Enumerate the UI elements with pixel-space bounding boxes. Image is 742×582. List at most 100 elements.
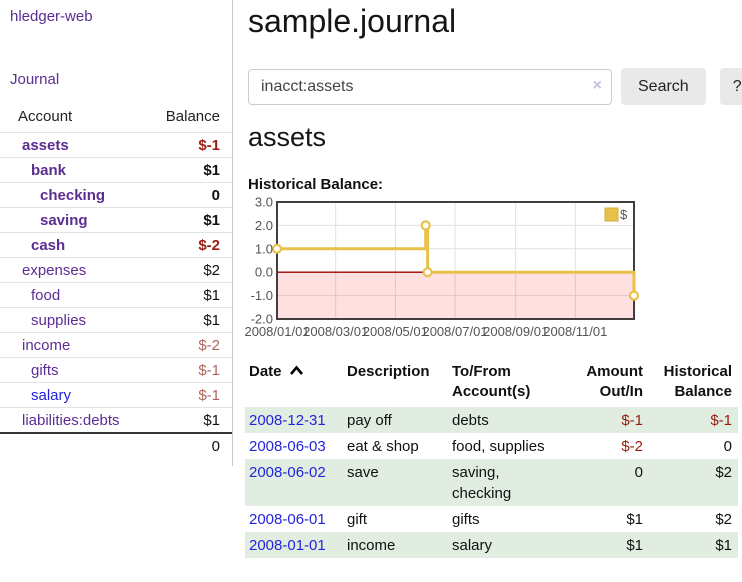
x-axis-tick-label: 2008/03/01 — [303, 324, 368, 339]
transaction-date-link[interactable]: 2008-06-01 — [249, 511, 326, 528]
register-header-to-from-account-s-[interactable]: To/From Account(s) — [452, 363, 531, 400]
account-row: income $-2 — [0, 332, 232, 357]
account-row: saving $1 — [0, 207, 232, 232]
accounts-header-balance: Balance — [165, 108, 220, 125]
transaction-description-cell: pay off — [343, 407, 448, 433]
transaction-amount-cell: $-2 — [621, 438, 643, 455]
transaction-amount-cell: $-1 — [561, 407, 643, 433]
y-axis-tick-label: -1.0 — [251, 288, 273, 303]
sidebar: hledger-web Journal Account Balance asse… — [0, 0, 233, 466]
transaction-balance-cell: $1 — [643, 532, 738, 558]
accounts-total-row: 0 — [0, 432, 232, 458]
accounts-table-header: Account Balance — [0, 101, 232, 132]
transaction-date-link[interactable]: 2008-06-03 — [249, 438, 326, 455]
transaction-row: 2008-06-02 save saving, checking 0 $2 — [245, 459, 738, 506]
account-row: gifts $-1 — [0, 357, 232, 382]
clear-search-icon[interactable]: × — [592, 76, 602, 94]
account-link-bank[interactable]: bank — [31, 161, 67, 179]
historical-balance-chart: $3.0 2.0 1.0 0.0 -1.0 -2.0 2008/01/01 2008/03/0… — [244, 195, 742, 350]
account-balance: $-1 — [198, 136, 220, 154]
y-axis-tick-label: -2.0 — [251, 312, 273, 327]
register-header-historical-balance[interactable]: Historical Balance — [663, 363, 732, 400]
search-input-wrap: × — [248, 68, 612, 105]
account-balance: $-1 — [198, 361, 220, 379]
x-axis-tick-label: 2008/07/01 — [422, 324, 487, 339]
account-link-expenses[interactable]: expenses — [22, 261, 87, 279]
app-title-link[interactable]: hledger-web — [10, 8, 93, 25]
register-header-description[interactable]: Description — [347, 363, 430, 380]
accounts-table: Account Balance assets $-1 bank $1 checking 0… — [0, 101, 232, 458]
account-row: bank $1 — [0, 157, 232, 182]
account-row: liabilities:debts $1 — [0, 407, 232, 432]
sort-ascending-icon — [289, 365, 303, 375]
transaction-date-cell: 2008-12-31 — [245, 407, 343, 433]
account-link-gifts[interactable]: gifts — [31, 361, 59, 379]
transaction-date-link[interactable]: 2008-01-01 — [249, 537, 326, 554]
transaction-row: 2008-06-01 gift gifts $1 $2 — [245, 506, 738, 532]
transaction-date-link[interactable]: 2008-06-02 — [249, 464, 326, 481]
account-row: food $1 — [0, 282, 232, 307]
register-header-amount-out-in[interactable]: Amount Out/In — [586, 363, 643, 400]
y-axis-tick-label: 1.0 — [255, 241, 273, 256]
x-axis-tick-label: 2008/09/01 — [483, 324, 548, 339]
transaction-amount-cell: 0 — [561, 459, 643, 506]
transaction-accounts-cell: saving, checking — [448, 459, 561, 506]
search-input[interactable] — [248, 68, 612, 105]
register-header-date[interactable]: Date — [245, 361, 343, 407]
accounts-header-account: Account — [18, 108, 73, 125]
y-axis-tick-label: 3.0 — [255, 195, 273, 210]
page-title: sample.journal — [248, 3, 457, 39]
account-balance: $1 — [203, 161, 220, 179]
account-row: salary $-1 — [0, 382, 232, 407]
account-link-income[interactable]: income — [22, 336, 71, 354]
transaction-description-cell: income — [343, 532, 448, 558]
account-balance: $-1 — [198, 386, 220, 404]
account-link-cash[interactable]: cash — [31, 236, 66, 254]
account-link-salary[interactable]: salary — [31, 386, 72, 404]
transaction-date-cell: 2008-01-01 — [245, 532, 343, 558]
account-balance: $1 — [203, 211, 220, 229]
legend-label: $ — [620, 207, 628, 222]
transaction-accounts-cell: food, supplies — [452, 438, 545, 455]
account-balance: $2 — [203, 261, 220, 279]
transaction-balance-cell: $2 — [643, 459, 738, 506]
account-row: cash $-2 — [0, 232, 232, 257]
transaction-date-cell: 2008-06-02 — [245, 459, 343, 506]
transaction-date-cell: 2008-06-03 — [245, 433, 343, 459]
y-axis-tick-label: 2.0 — [255, 218, 273, 233]
accounts-total-value: 0 — [211, 438, 220, 455]
account-link-assets[interactable]: assets — [22, 136, 69, 154]
transaction-balance-cell: $-1 — [643, 407, 738, 433]
account-link-checking[interactable]: checking — [40, 186, 106, 204]
transaction-date-cell: 2008-06-01 — [245, 506, 343, 532]
account-balance: $1 — [203, 411, 220, 429]
help-button[interactable]: ? — [719, 68, 742, 105]
account-link-liabilities-debts[interactable]: liabilities:debts — [22, 411, 120, 429]
transaction-row: 2008-12-31 pay off debts $-1 $-1 — [245, 407, 738, 433]
account-link-supplies[interactable]: supplies — [31, 311, 87, 329]
account-balance: $1 — [203, 311, 220, 329]
transaction-amount-cell: $1 — [561, 532, 643, 558]
account-link-food[interactable]: food — [31, 286, 61, 304]
sidebar-item-journal[interactable]: Journal — [10, 71, 60, 88]
account-balance: $-2 — [198, 336, 220, 354]
account-row: checking 0 — [0, 182, 232, 207]
search-form: × Search ? — [248, 68, 742, 105]
transaction-accounts-cell: gifts — [452, 511, 480, 528]
x-axis-tick-label: 2008/01/01 — [244, 324, 309, 339]
account-row: supplies $1 — [0, 307, 232, 332]
transaction-row: 2008-06-03 eat & shop food, supplies $-2 0 — [245, 433, 738, 459]
transaction-accounts-cell: debts — [448, 407, 561, 433]
accounts-rows: assets $-1 bank $1 checking 0 saving $1 cash $-2 e… — [0, 132, 232, 432]
transaction-balance-cell: 0 — [723, 438, 732, 455]
account-balance: $1 — [203, 286, 220, 304]
transaction-balance-cell: $2 — [715, 511, 732, 528]
account-balance: 0 — [211, 186, 220, 204]
legend-swatch-icon — [604, 207, 619, 222]
register-table: Date Description To/From Account(s) Amount … — [245, 361, 738, 558]
search-button[interactable]: Search — [621, 68, 706, 105]
transaction-date-link[interactable]: 2008-12-31 — [249, 412, 326, 429]
x-axis-tick-label: 2008/05/01 — [363, 324, 428, 339]
account-link-saving[interactable]: saving — [40, 211, 88, 229]
transaction-accounts-cell: salary — [448, 532, 561, 558]
